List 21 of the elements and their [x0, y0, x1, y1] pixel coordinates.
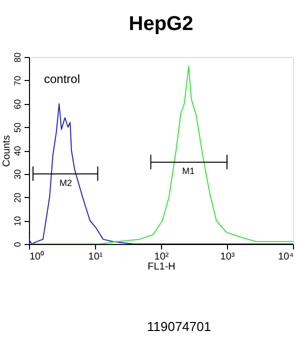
annotation: M1	[182, 166, 195, 176]
annotation: control	[44, 72, 80, 86]
y-tick-label: 10	[12, 216, 22, 226]
text: 119074701	[147, 319, 212, 334]
y-tick-label: 40	[12, 146, 22, 156]
y-tick-label: 0	[12, 242, 22, 248]
x-tick-label: 10²	[154, 252, 170, 262]
x-tick-label: 10⁰	[30, 250, 45, 262]
y-tick-label: 80	[12, 52, 22, 63]
annotation: M2	[59, 178, 72, 188]
chart-title: HepG2	[128, 12, 194, 35]
x-axis-title: FL1-H	[148, 262, 176, 272]
y-tick-label: 70	[12, 76, 22, 86]
x-tick-label: 10¹	[88, 252, 104, 262]
y-tick-label: 20	[12, 192, 22, 203]
y-tick-label: 50	[12, 122, 22, 133]
x-tick-label: 10³	[220, 252, 236, 262]
y-tick-label: 30	[12, 169, 22, 180]
x-tick-label: 10⁴	[278, 252, 294, 262]
y-axis-title: Counts	[2, 135, 12, 167]
y-tick-label: 60	[12, 99, 22, 110]
